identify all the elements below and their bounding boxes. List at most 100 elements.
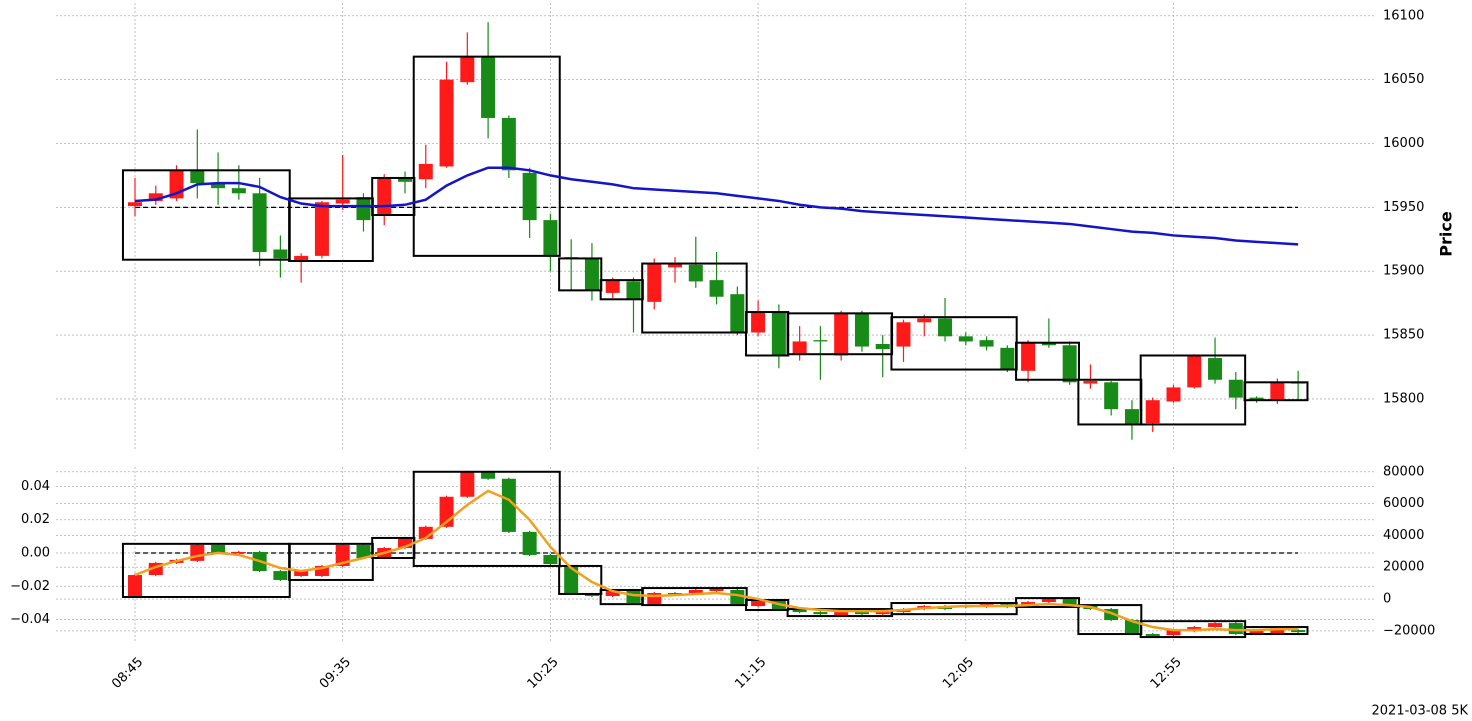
candle-body (1208, 623, 1223, 628)
candle-body (584, 258, 599, 291)
candle-body (148, 193, 163, 201)
candle-body (751, 312, 766, 333)
candle-body (834, 612, 849, 616)
footer: 2021-03-08 5K (1372, 704, 1469, 719)
candle-body (522, 172, 537, 221)
y2-tick-label: 80000 (1383, 464, 1424, 479)
range-box (1077, 604, 1143, 636)
candle-body (1145, 634, 1160, 637)
candle-body (190, 170, 205, 184)
candle-body (605, 589, 620, 597)
candle-body (584, 593, 599, 597)
candle-body (792, 610, 807, 613)
candle-body (460, 471, 475, 497)
x-tick-label: 09:35 (317, 655, 354, 692)
candle-body (1249, 630, 1264, 634)
candle-body (190, 544, 205, 561)
candle-body (231, 551, 246, 554)
candle-body (813, 612, 828, 615)
candle-body (543, 220, 558, 256)
range-box (558, 257, 603, 292)
candle-body (1228, 379, 1243, 398)
candle-body (273, 571, 288, 580)
candle-body (314, 565, 329, 576)
candle-body (128, 575, 142, 597)
candle-body (1104, 382, 1119, 410)
candle-body (481, 471, 496, 479)
candle-body (273, 249, 288, 259)
candle-body (1166, 630, 1181, 636)
candle-body (522, 531, 537, 555)
candle-body (1228, 623, 1243, 635)
candle-body (709, 280, 724, 297)
x-tick-label: 10:25 (525, 655, 562, 692)
candle-body (398, 537, 413, 548)
range-box (890, 602, 1018, 616)
range-box (288, 542, 374, 581)
candle-body (1249, 397, 1264, 401)
y-tick-label: 16000 (1383, 136, 1424, 151)
candle-body (1062, 345, 1077, 383)
candle-body (854, 612, 869, 615)
range-box (412, 55, 561, 257)
candle-body (1021, 342, 1036, 371)
candle-body (231, 188, 246, 194)
candle-body (813, 340, 828, 342)
range-box (558, 564, 603, 595)
candle-body (626, 281, 641, 300)
y-tick-label: 15850 (1383, 328, 1424, 343)
candle-body (896, 322, 911, 347)
candle-body (335, 544, 350, 566)
y-tick-label: −0.04 (10, 612, 50, 627)
y-tick-label: 16050 (1383, 72, 1424, 87)
range-box (288, 197, 374, 262)
candle-body (335, 199, 350, 204)
range-box (1015, 341, 1080, 381)
indicator-line (134, 166, 1299, 246)
candle-body (252, 193, 267, 253)
y-tick-label: 15950 (1383, 200, 1424, 215)
candle-body (543, 554, 558, 565)
candle-body (979, 340, 994, 347)
y-tick-label: 15800 (1383, 391, 1424, 406)
candle-body (1187, 355, 1202, 388)
candle-body (1208, 358, 1223, 380)
candle-body (294, 571, 309, 576)
candle-body (709, 589, 724, 592)
candle-body (688, 264, 703, 282)
y-tick-label: 0.00 (21, 546, 50, 561)
candle-body (1145, 400, 1160, 424)
range-box (412, 470, 561, 567)
candle-body (875, 612, 890, 615)
y2-tick-label: 0 (1383, 592, 1391, 607)
candle-body (730, 294, 745, 333)
range-box (1015, 597, 1080, 608)
candle-body (377, 177, 392, 216)
y-tick-label: 15900 (1383, 264, 1424, 279)
range-box (1243, 381, 1309, 402)
candle-body (1124, 620, 1139, 635)
candle-body (1104, 609, 1119, 621)
candle-body (439, 79, 454, 167)
candle-body (938, 318, 953, 337)
candle-body (1083, 381, 1098, 384)
y2-tick-label: −20000 (1383, 623, 1435, 638)
indicator-line (134, 489, 1299, 632)
x-tick-label: 12:05 (940, 655, 977, 692)
candle-body (792, 341, 807, 355)
candle-body (1062, 599, 1077, 607)
candle-body (875, 343, 890, 350)
y-tick-label: −0.02 (10, 579, 50, 594)
candle-body (1270, 628, 1285, 634)
candle-body (1041, 342, 1056, 346)
x-tick-label: 08:45 (109, 655, 146, 692)
candle-body (356, 197, 371, 221)
candle-body (668, 263, 683, 268)
candle-body (958, 336, 973, 342)
x-tick-label: 11:15 (732, 655, 769, 692)
candle-body (481, 56, 496, 118)
candle-body (211, 544, 226, 553)
y2-tick-label: 40000 (1383, 528, 1424, 543)
candle-body (128, 202, 142, 207)
